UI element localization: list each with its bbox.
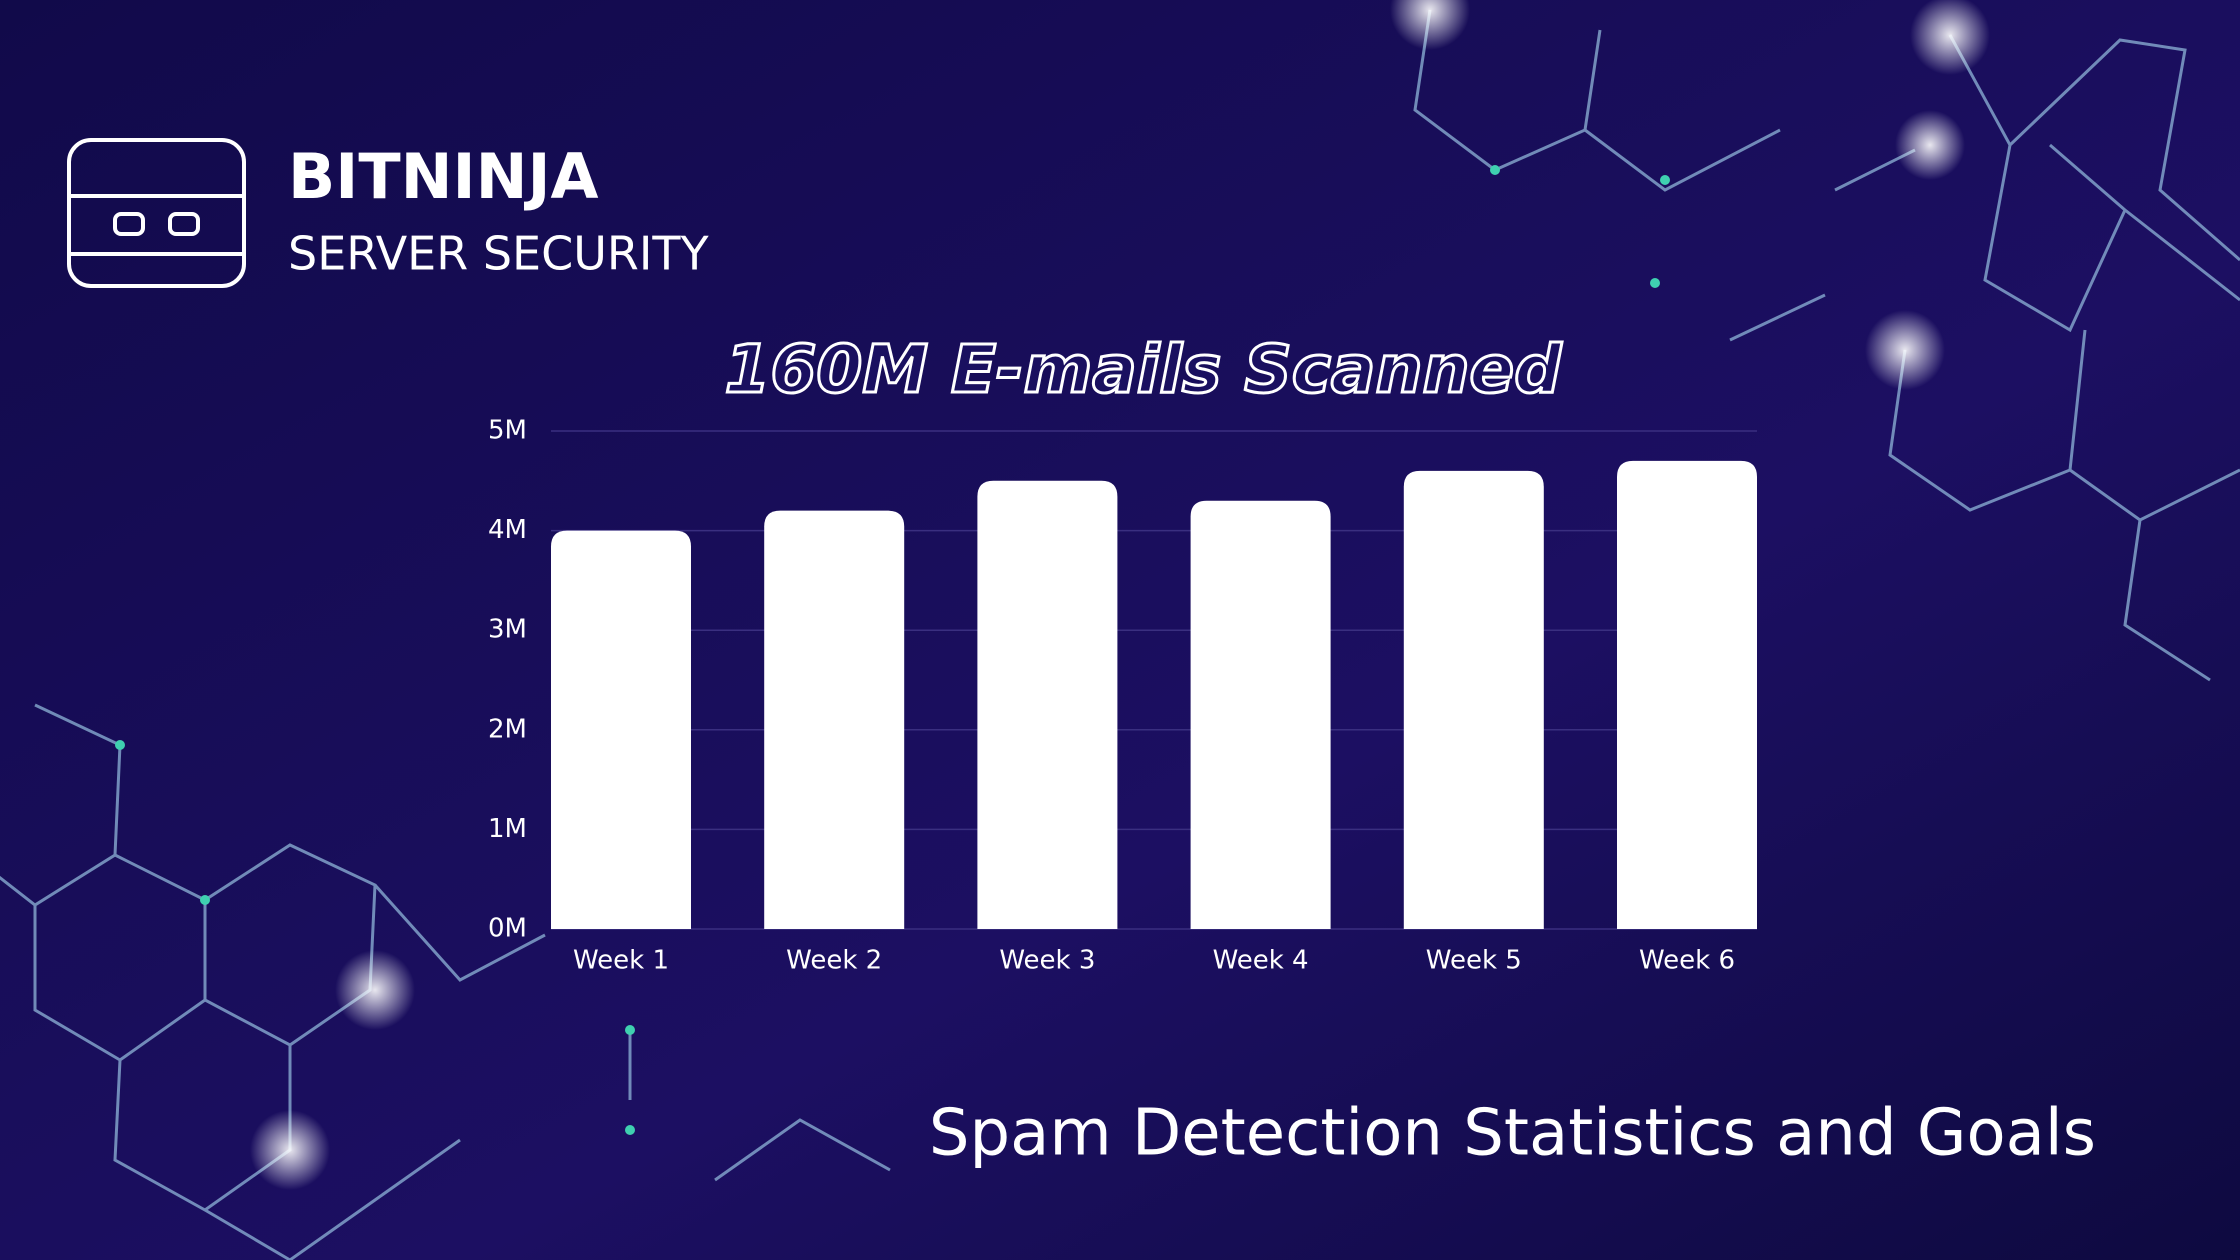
bar — [1190, 500, 1331, 929]
bar — [551, 530, 691, 929]
x-tick-label: Week 4 — [1213, 946, 1309, 976]
bar — [977, 480, 1118, 929]
bar — [764, 510, 905, 929]
chart-title: 160M E-mails Scanned — [725, 331, 1563, 408]
x-tick-label: Week 2 — [786, 946, 882, 976]
logo-icon — [168, 212, 200, 236]
x-tick-label: Week 5 — [1426, 946, 1522, 976]
logo-icon — [67, 138, 246, 288]
logo-icon — [113, 212, 145, 236]
y-tick-label: 0M — [488, 914, 527, 944]
y-tick-label: 4M — [488, 515, 527, 545]
x-tick-label: Week 3 — [999, 946, 1095, 976]
logo-subtitle: SERVER SECURITY — [288, 227, 710, 281]
y-tick-label: 2M — [488, 714, 527, 744]
bar — [1617, 460, 1757, 929]
chart: 0M 1M 2M 3M 4M 5M Week 1 Week 2 Week 3 Week 4 Week… — [488, 416, 1757, 976]
y-tick-label: 1M — [488, 814, 527, 844]
x-tick-label: Week 1 — [573, 946, 669, 976]
logo-title: BITNINJA — [288, 140, 599, 213]
caption: Spam Detection Statistics and Goals — [929, 1097, 2096, 1171]
y-tick-label: 5M — [488, 416, 527, 446]
bar — [1403, 470, 1544, 929]
logo: BITNINJA SERVER SECURITY — [67, 138, 710, 288]
x-tick-label: Week 6 — [1639, 946, 1735, 976]
y-tick-label: 3M — [488, 615, 527, 645]
